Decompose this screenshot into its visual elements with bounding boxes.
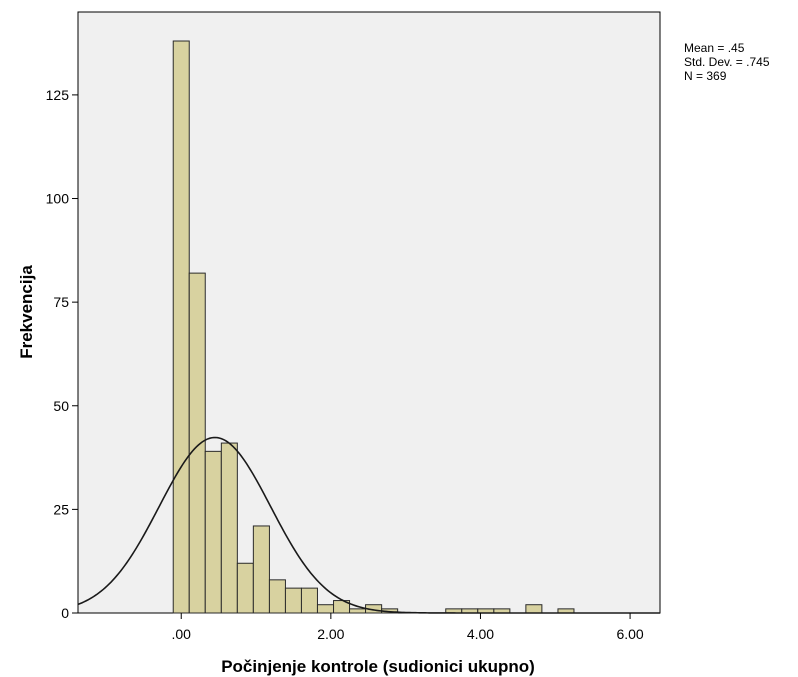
histogram-bar <box>349 608 367 614</box>
stats-std-dev: Std. Dev. = .745 <box>684 55 770 69</box>
stats-annotation: Mean = .45 Std. Dev. = .745 N = 369 <box>684 41 770 83</box>
plot-background <box>77 11 661 614</box>
histogram-bar <box>300 587 318 614</box>
y-tick-label: 50 <box>53 398 69 414</box>
y-tick-label: 75 <box>53 294 69 310</box>
x-tick-label: 4.00 <box>467 626 494 642</box>
y-tick-label: 25 <box>53 501 69 517</box>
histogram-bar <box>525 604 543 614</box>
x-tick-label: 6.00 <box>616 626 643 642</box>
y-tick-label: 125 <box>46 87 70 103</box>
x-tick-label: .00 <box>171 626 191 642</box>
histogram-bar <box>188 272 206 614</box>
histogram-bar <box>252 525 270 614</box>
histogram-bar <box>236 562 254 614</box>
normal-curve <box>77 436 660 614</box>
y-axis: 0 25 50 75 100 125 <box>46 87 78 621</box>
x-tick-label: 2.00 <box>317 626 344 642</box>
x-axis: .00 2.00 4.00 6.00 <box>171 613 644 642</box>
y-tick-label: 0 <box>61 605 69 621</box>
stats-n: N = 369 <box>684 69 727 83</box>
histogram-bar <box>316 604 335 614</box>
histogram-bar <box>204 450 222 614</box>
y-axis-title: Frekvencija <box>17 265 36 359</box>
histogram-bar <box>172 40 190 614</box>
histogram-bars <box>172 40 575 614</box>
histogram-bar <box>268 579 286 614</box>
y-tick-label: 100 <box>46 191 70 207</box>
x-axis-title: Počinjenje kontrole (sudionici ukupno) <box>221 657 535 676</box>
histogram-bar <box>284 587 302 614</box>
histogram-bar <box>220 442 238 614</box>
stats-mean: Mean = .45 <box>684 41 745 55</box>
